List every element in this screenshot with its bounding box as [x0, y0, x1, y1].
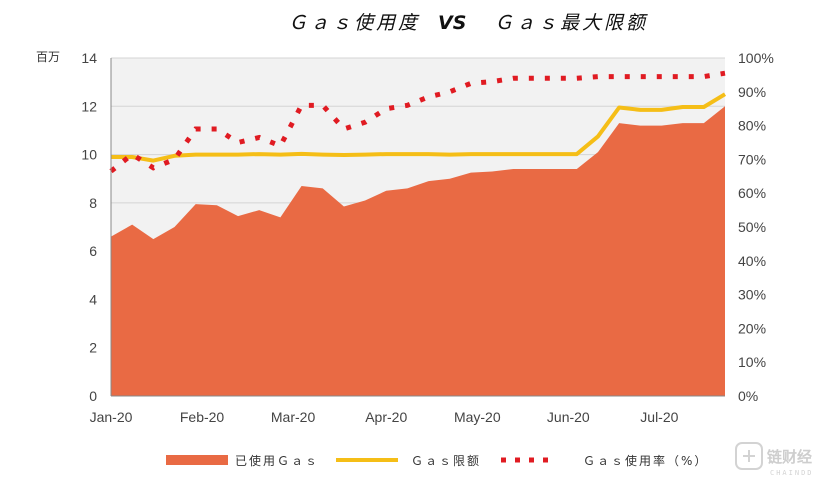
left-axis-unit: 百万 — [36, 50, 60, 64]
right-tick-label: 20% — [738, 320, 766, 336]
chart-title-left: Ｇａｓ使用度 — [288, 12, 420, 34]
x-tick-label: Feb-20 — [180, 409, 225, 425]
left-tick-label: 14 — [81, 50, 97, 66]
right-tick-label: 40% — [738, 253, 766, 269]
x-axis-ticks: Jan-20 Feb-20 Mar-20 Apr-20 May-20 Jun-20 Jul-… — [90, 409, 679, 425]
right-tick-label: 0% — [738, 388, 758, 404]
chart-title-right: Ｇａｓ最大限额 — [494, 12, 648, 34]
watermark-text: 链财经 — [767, 448, 812, 466]
right-tick-label: 10% — [738, 354, 766, 370]
chart-title-vs: VS — [438, 12, 466, 34]
right-tick-label: 50% — [738, 219, 766, 235]
left-tick-label: 4 — [89, 291, 97, 307]
watermark-sub: CHAINDD — [770, 469, 814, 477]
right-tick-label: 30% — [738, 287, 766, 303]
left-tick-label: 8 — [89, 195, 97, 211]
legend-swatch-used-gas — [166, 455, 228, 465]
left-axis-ticks: 0 2 4 6 8 10 12 14 — [81, 50, 97, 404]
left-tick-label: 0 — [89, 388, 97, 404]
right-tick-label: 80% — [738, 118, 766, 134]
x-tick-label: Jul-20 — [640, 409, 678, 425]
right-tick-label: 60% — [738, 185, 766, 201]
used-gas-area-layer — [111, 106, 725, 397]
legend: 已使用Ｇａｓ Ｇａｓ限额 Ｇａｓ使用率（%） — [166, 453, 708, 468]
x-tick-label: Apr-20 — [365, 409, 407, 425]
gas-usage-ratio-layer — [109, 70, 726, 174]
used-gas-area — [111, 106, 725, 397]
right-tick-label: 90% — [738, 84, 766, 100]
left-tick-label: 6 — [89, 243, 97, 259]
right-tick-label: 100% — [738, 50, 774, 66]
legend-label-gas-limit: Ｇａｓ限额 — [411, 454, 481, 468]
left-tick-label: 2 — [89, 340, 97, 356]
gas-limit-line — [111, 92, 727, 163]
chain-logo-icon — [735, 442, 763, 470]
right-axis-ticks: 0% 10% 20% 30% 40% 50% 60% 70% 80% 90% 100% — [738, 50, 774, 404]
left-tick-label: 12 — [81, 98, 97, 114]
watermark: 链财经 CHAINDD — [735, 442, 814, 477]
gas-usage-ratio-line — [109, 70, 726, 174]
x-tick-label: Jun-20 — [547, 409, 590, 425]
x-tick-label: Mar-20 — [271, 409, 316, 425]
legend-label-used-gas: 已使用Ｇａｓ — [235, 453, 319, 468]
x-tick-label: Jan-20 — [90, 409, 133, 425]
right-tick-label: 70% — [738, 151, 766, 167]
left-tick-label: 10 — [81, 147, 97, 163]
x-tick-label: May-20 — [454, 409, 501, 425]
gas-limit-line-layer — [111, 92, 727, 163]
legend-label-usage-ratio: Ｇａｓ使用率（%） — [583, 453, 708, 468]
